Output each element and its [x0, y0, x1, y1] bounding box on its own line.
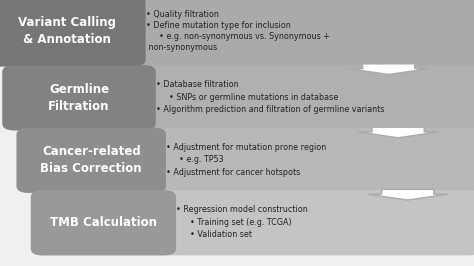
Text: • Adjustment for cancer hotspots: • Adjustment for cancer hotspots: [166, 168, 300, 177]
FancyBboxPatch shape: [0, 0, 146, 66]
FancyBboxPatch shape: [0, 0, 474, 66]
FancyBboxPatch shape: [31, 190, 474, 255]
Text: • Validation set: • Validation set: [185, 230, 252, 239]
Polygon shape: [348, 64, 429, 74]
FancyBboxPatch shape: [2, 65, 156, 130]
Text: • Database filtration: • Database filtration: [156, 81, 238, 89]
Text: • Define mutation type for inclusion: • Define mutation type for inclusion: [146, 21, 291, 30]
Polygon shape: [367, 189, 448, 200]
FancyBboxPatch shape: [17, 128, 166, 193]
Text: Germline
Filtration: Germline Filtration: [48, 83, 110, 113]
Text: Variant Calling
& Annotation: Variant Calling & Annotation: [18, 16, 116, 46]
FancyBboxPatch shape: [2, 65, 474, 130]
Text: • e.g. non-synonymous vs. Synonymous +: • e.g. non-synonymous vs. Synonymous +: [154, 32, 330, 41]
Text: • Algorithm prediction and filtration of germline variants: • Algorithm prediction and filtration of…: [156, 105, 384, 114]
FancyBboxPatch shape: [31, 190, 176, 255]
Text: TMB Calculation: TMB Calculation: [50, 216, 157, 229]
Polygon shape: [358, 127, 438, 138]
Text: • Regression model construction: • Regression model construction: [176, 205, 308, 214]
Text: • Quality filtration: • Quality filtration: [146, 10, 219, 19]
Text: • Adjustment for mutation prone region: • Adjustment for mutation prone region: [166, 143, 326, 152]
Text: • SNPs or germline mutations in database: • SNPs or germline mutations in database: [164, 93, 338, 102]
Text: non-synonymous: non-synonymous: [146, 43, 217, 52]
Text: Cancer-related
Bias Correction: Cancer-related Bias Correction: [40, 145, 142, 175]
Text: • Training set (e.g. TCGA): • Training set (e.g. TCGA): [185, 218, 291, 227]
Text: • e.g. TP53: • e.g. TP53: [174, 155, 224, 164]
FancyBboxPatch shape: [17, 128, 474, 193]
